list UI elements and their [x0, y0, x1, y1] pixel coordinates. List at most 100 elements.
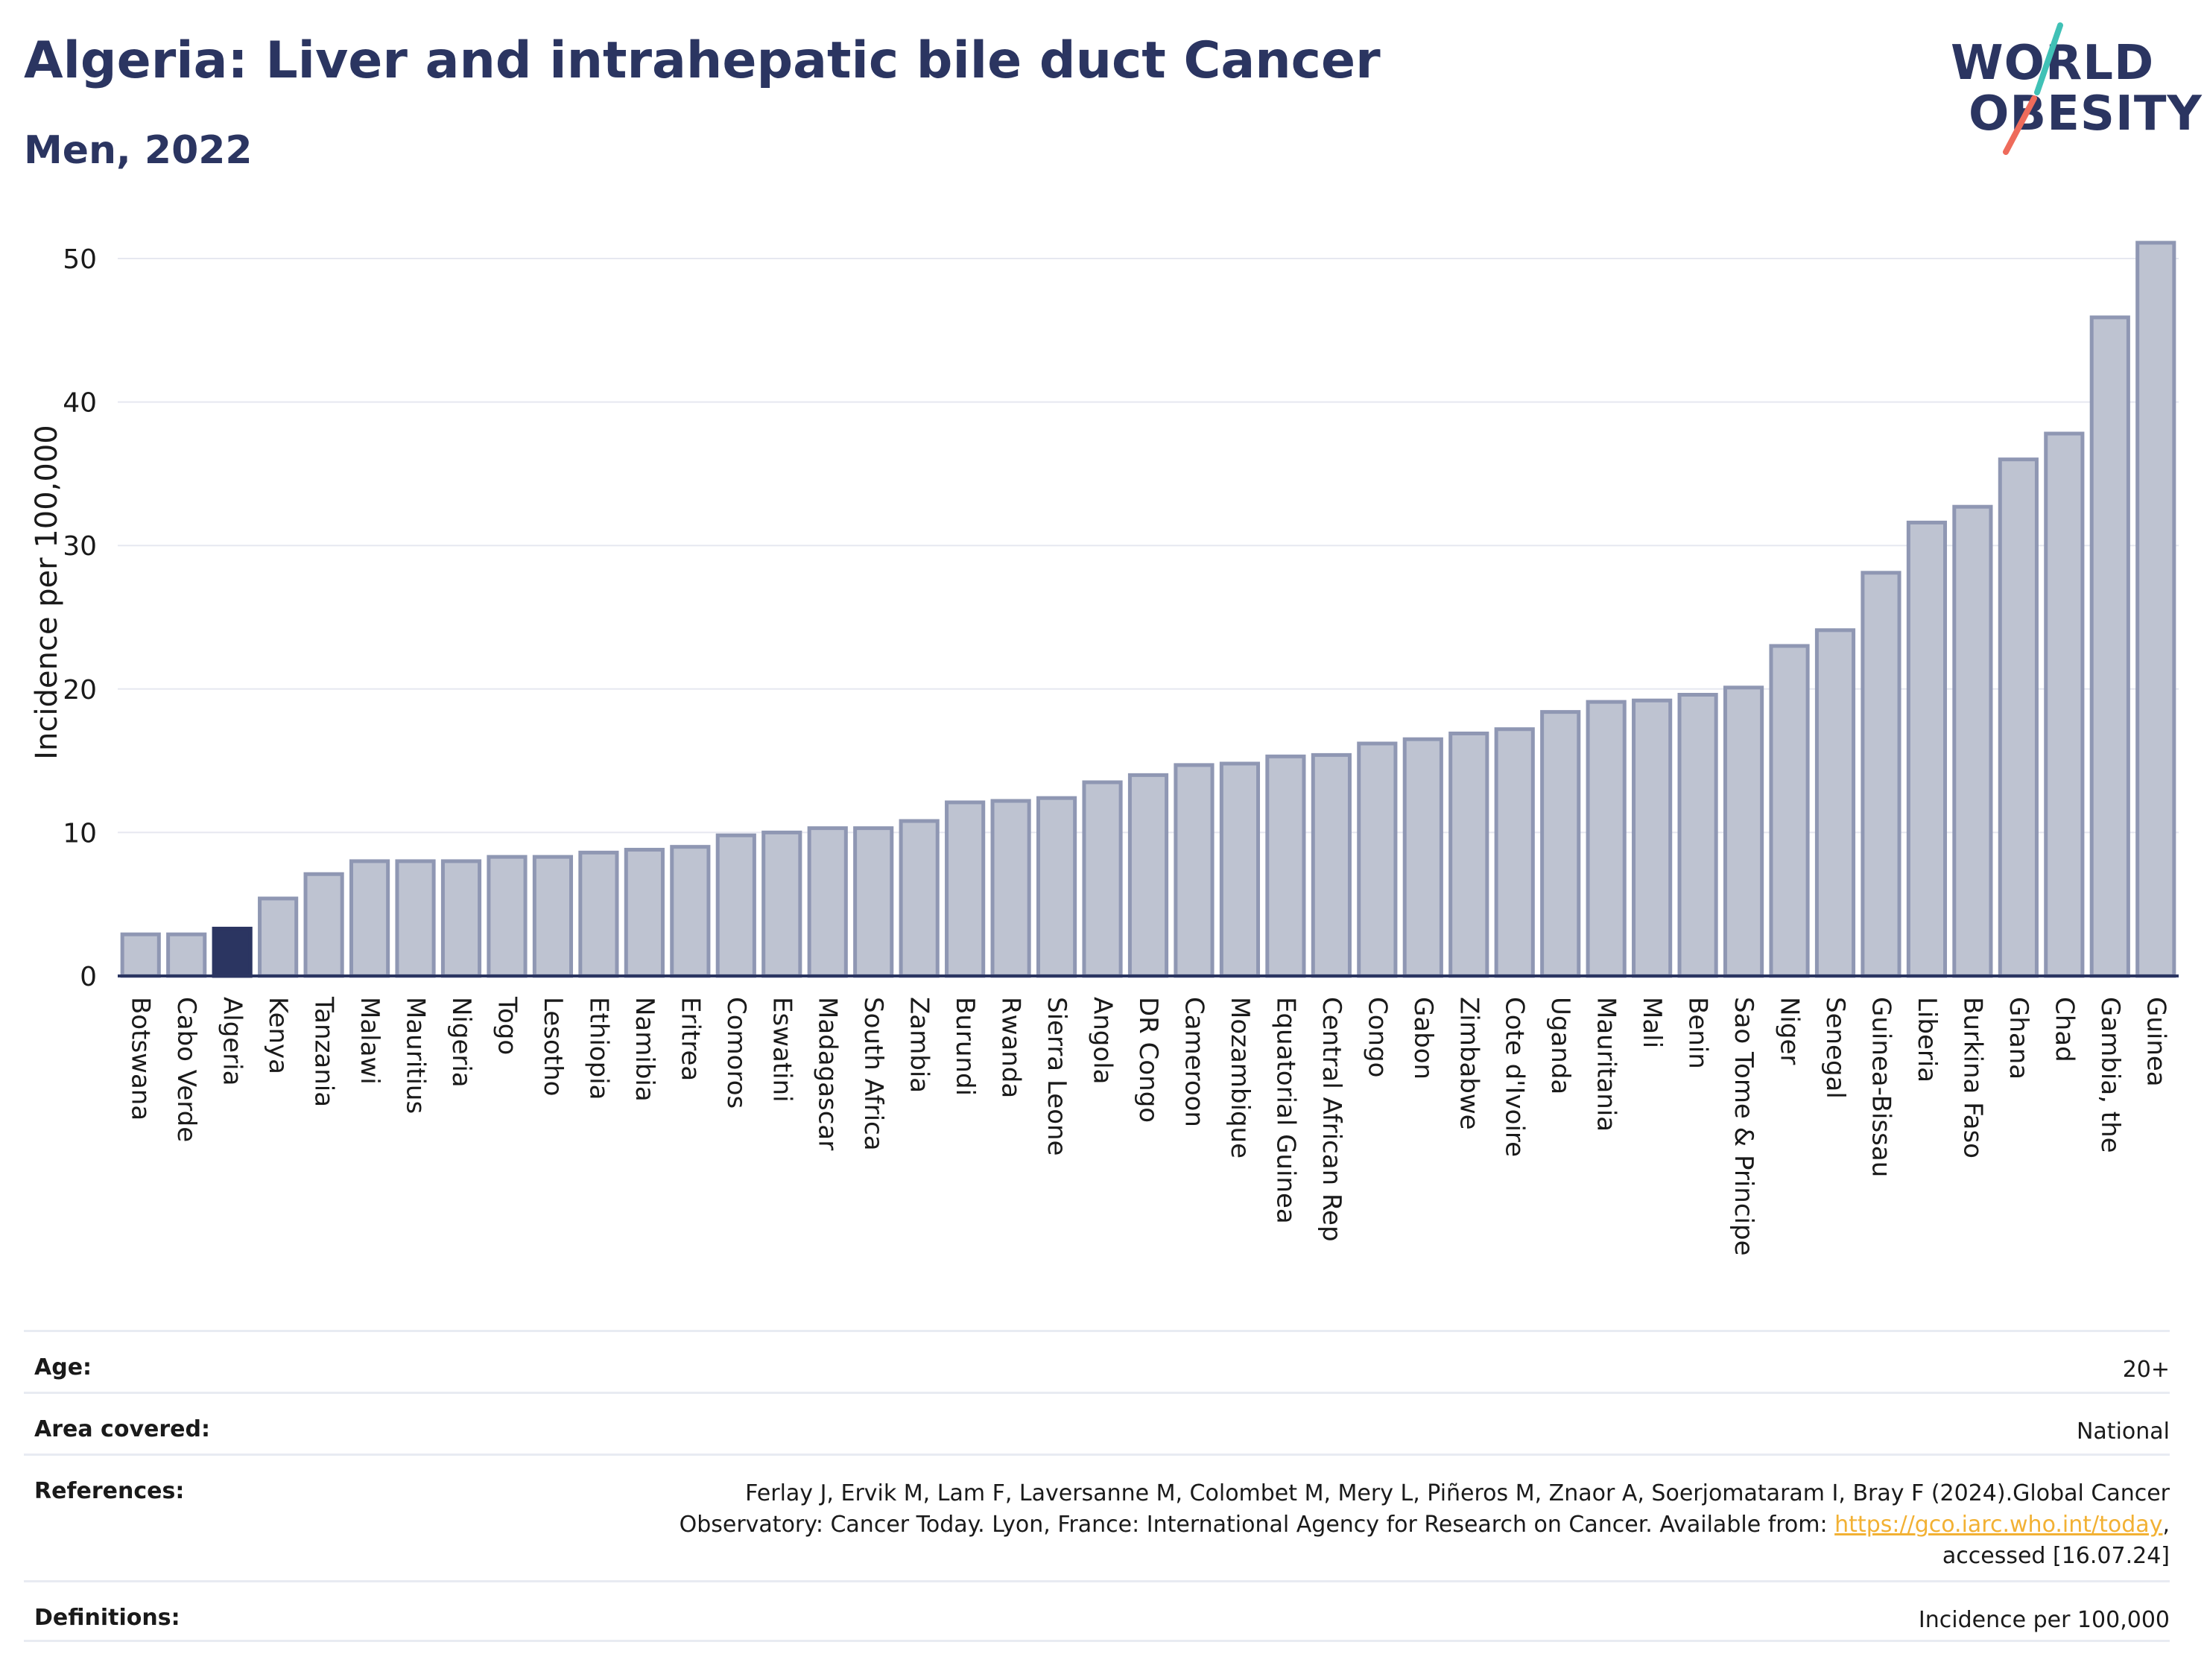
x-tick-label: Eswatini — [767, 997, 797, 1103]
reference-line-1: Ferlay J, Ervik M, Lam F, Laversanne M, … — [745, 1480, 2170, 1506]
x-tick-label: Kenya — [263, 997, 293, 1074]
x-tick-label: Congo — [1362, 997, 1392, 1077]
bar-botswana — [120, 932, 161, 978]
bar-gabon — [1402, 737, 1443, 978]
meta-value-area: National — [2076, 1419, 2170, 1445]
x-tick-label: Mauritius — [401, 997, 431, 1114]
bar-zimbabwe — [1448, 732, 1489, 978]
x-tick-label: Benin — [1683, 997, 1713, 1069]
meta-label-references: References: — [34, 1478, 185, 1504]
y-tick-label: 20 — [63, 675, 97, 706]
bar-liberia — [1906, 520, 1948, 978]
x-tick-label: Gambia, the — [2095, 997, 2125, 1153]
x-tick-label: Comoros — [721, 997, 751, 1109]
x-tick-label: Sierra Leone — [1042, 997, 1071, 1156]
meta-label-area: Area covered: — [34, 1416, 210, 1442]
bar-burundi — [945, 800, 986, 978]
x-tick-label: Mauritania — [1592, 997, 1621, 1132]
meta-value-age: 20+ — [2122, 1357, 2170, 1383]
bar-guinea-bissau — [1861, 571, 1901, 978]
bar-mali — [1632, 698, 1673, 978]
bar-eswatini — [761, 830, 802, 978]
chart-subtitle: Men, 2022 — [24, 128, 253, 173]
metadata-table: Age: 20+ Area covered: National Referenc… — [24, 1330, 2170, 1642]
x-tick-label: Equatorial Guinea — [1270, 997, 1300, 1224]
bars — [120, 241, 2176, 978]
bar-togo — [487, 855, 528, 978]
x-tick-label: Namibia — [630, 997, 659, 1102]
bar-tanzania — [303, 872, 344, 978]
meta-row-age: Age: 20+ — [24, 1330, 2170, 1392]
reference-line-3: accessed [16.07.24] — [1942, 1543, 2170, 1569]
bar-madagascar — [807, 826, 848, 978]
x-tick-label: Niger — [1775, 997, 1805, 1065]
bar-kenya — [258, 896, 299, 978]
bar-mauritania — [1586, 700, 1627, 978]
x-tick-label: Tanzania — [309, 996, 339, 1107]
y-tick-label: 40 — [63, 388, 97, 419]
x-tick-label: Zimbabwe — [1454, 997, 1483, 1130]
bar-angola — [1082, 780, 1123, 978]
meta-value-references: Ferlay J, Ervik M, Lam F, Laversanne M, … — [680, 1478, 2170, 1572]
reference-text: Observatory: Cancer Today. Lyon, France:… — [679, 1512, 1835, 1538]
bar-lesotho — [532, 855, 574, 978]
x-tick-label: Guinea — [2141, 997, 2170, 1087]
x-tick-label: Eritrea — [675, 997, 705, 1081]
bar-burkina-faso — [1952, 504, 1993, 978]
y-tick-label: 50 — [63, 244, 97, 275]
bar-nigeria — [440, 859, 482, 978]
x-tick-label: Burkina Faso — [1957, 997, 1987, 1158]
x-tick-label: Cabo Verde — [171, 997, 201, 1142]
bar-ethiopia — [578, 850, 619, 978]
logo-line-2: OBESITY — [1969, 86, 2203, 142]
x-tick-label: Sao Tome & Principe — [1729, 997, 1758, 1256]
reference-link[interactable]: https://gco.iarc.who.int/today — [1834, 1512, 2163, 1538]
chart-title: Algeria: Liver and intrahepatic bile duc… — [24, 31, 1381, 90]
x-tick-label: Malawi — [355, 997, 384, 1085]
x-tick-label: Gabon — [1408, 997, 1438, 1080]
bar-cameroon — [1174, 763, 1215, 978]
x-tick-label: Algeria — [218, 997, 247, 1085]
x-tick-label: Togo — [492, 996, 522, 1055]
x-tick-label: Chad — [2049, 997, 2079, 1062]
bar-chart: 0 10 20 30 40 50 Botswana Cabo Verde Algeria Ken… — [30, 241, 2179, 1256]
x-tick-label: Mozambique — [1225, 997, 1255, 1158]
bar-algeria — [212, 926, 253, 978]
bar-chad — [2044, 431, 2085, 978]
bar-zambia — [899, 819, 940, 978]
x-tick-label: Ghana — [2004, 997, 2033, 1080]
bar-rwanda — [990, 799, 1031, 978]
bar-senegal — [1814, 628, 1856, 978]
bar-sao-tome-principe — [1723, 685, 1764, 978]
bar-central-african-rep — [1311, 752, 1352, 978]
meta-row-references: References: Ferlay J, Ervik M, Lam F, La… — [24, 1454, 2170, 1580]
bar-gambia-the — [2089, 315, 2130, 978]
x-tick-label: Central African Rep — [1317, 997, 1346, 1242]
bar-cote-d-ivoire — [1494, 727, 1535, 978]
x-tick-label: Zambia — [905, 997, 934, 1093]
bar-congo — [1357, 741, 1398, 978]
x-tick-label: Mali — [1637, 997, 1667, 1048]
bar-uganda — [1540, 710, 1581, 978]
x-tick-label: Cote d'Ivoire — [1500, 997, 1530, 1157]
bar-comoros — [715, 833, 756, 978]
reference-line-2: Observatory: Cancer Today. Lyon, France:… — [680, 1509, 2170, 1541]
meta-row-area: Area covered: National — [24, 1392, 2170, 1454]
x-tick-label: Uganda — [1545, 997, 1575, 1094]
x-tick-label: Angola — [1088, 997, 1118, 1084]
x-tick-label: Cameroon — [1179, 997, 1209, 1127]
bar-equatorial-guinea — [1265, 754, 1306, 978]
meta-label-definitions: Definitions: — [34, 1605, 180, 1631]
world-obesity-logo: WORLD OBESITY — [1937, 21, 2202, 162]
x-tick-label: Nigeria — [446, 997, 476, 1088]
x-tick-label: Guinea-Bissau — [1866, 997, 1896, 1177]
x-tick-label: Liberia — [1912, 997, 1942, 1083]
x-tick-label: DR Congo — [1133, 997, 1163, 1123]
y-axis-ticks: 0 10 20 30 40 50 — [63, 244, 97, 992]
y-tick-label: 10 — [63, 818, 97, 849]
x-tick-label: Botswana — [126, 997, 156, 1120]
reference-punctuation: , — [2162, 1512, 2170, 1538]
x-tick-label: South Africa — [858, 997, 888, 1151]
bar-benin — [1677, 693, 1718, 978]
bar-south-africa — [853, 826, 894, 978]
